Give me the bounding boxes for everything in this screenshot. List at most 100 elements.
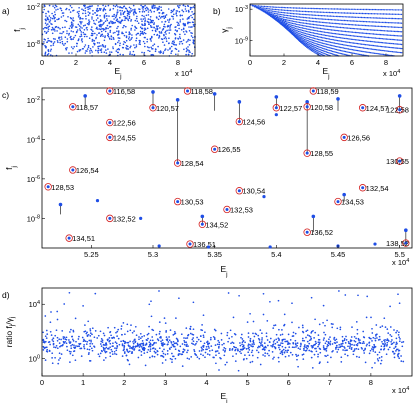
data-point: [359, 43, 361, 45]
data-point: [376, 358, 379, 360]
data-point: [135, 334, 138, 337]
data-point: [321, 8, 324, 10]
data-point: [71, 52, 73, 54]
data-point: [220, 357, 222, 360]
data-point: [381, 340, 383, 343]
data-point: [306, 37, 308, 40]
data-point: [378, 17, 380, 19]
state-label: 138,52: [386, 239, 409, 248]
data-point: [105, 26, 107, 29]
data-point: [323, 31, 326, 33]
data-point: [120, 12, 122, 14]
data-point: [262, 195, 266, 199]
data-point: [94, 32, 96, 35]
data-point: [307, 25, 309, 28]
data-point: [267, 344, 269, 347]
data-point: [308, 342, 311, 345]
data-point: [393, 356, 396, 359]
data-point: [354, 16, 357, 18]
data-point: [363, 51, 365, 53]
data-point: [331, 326, 334, 329]
data-point: [148, 325, 150, 328]
data-point: [293, 20, 295, 23]
data-point: [359, 16, 361, 19]
data-point: [122, 26, 124, 29]
data-point: [336, 33, 338, 35]
data-point: [182, 27, 185, 30]
data-point: [111, 350, 114, 353]
data-point: [97, 28, 99, 30]
data-point: [282, 14, 284, 16]
data-point: [291, 302, 293, 305]
data-point: [319, 53, 322, 55]
data-point: [302, 38, 305, 40]
data-point: [227, 340, 229, 343]
data-point: [294, 15, 296, 18]
data-point: [321, 24, 323, 27]
data-point: [314, 24, 316, 26]
data-point: [114, 5, 117, 8]
data-point: [303, 39, 305, 42]
data-point: [59, 357, 61, 359]
data-point: [97, 353, 100, 356]
data-point: [88, 348, 91, 351]
data-point: [374, 37, 377, 39]
data-point: [387, 17, 389, 20]
data-point: [179, 37, 182, 40]
data-point: [332, 19, 334, 21]
data-point: [335, 48, 338, 51]
data-point: [68, 52, 70, 54]
data-point: [303, 10, 305, 13]
data-point: [164, 30, 167, 33]
data-point: [272, 345, 274, 347]
data-point: [321, 28, 323, 30]
data-point: [156, 338, 159, 340]
data-point: [300, 36, 302, 39]
data-point: [286, 9, 289, 12]
data-point: [325, 28, 327, 30]
data-point: [369, 13, 371, 15]
data-point: [208, 347, 210, 349]
data-point: [171, 358, 173, 361]
data-point: [164, 49, 166, 52]
data-point: [380, 25, 383, 28]
data-point: [284, 20, 287, 22]
data-point: [160, 6, 162, 8]
data-point: [289, 22, 291, 24]
data-point: [83, 29, 86, 31]
data-point: [359, 8, 362, 11]
data-point: [270, 13, 272, 16]
data-point: [123, 40, 125, 43]
data-point: [297, 10, 299, 12]
data-point: [169, 47, 171, 49]
data-point: [172, 43, 175, 45]
data-point: [183, 48, 185, 51]
data-point: [156, 353, 159, 356]
data-point: [50, 334, 53, 336]
data-point: [345, 54, 348, 56]
data-point: [304, 27, 306, 30]
data-point: [44, 30, 46, 33]
data-point: [97, 47, 100, 50]
data-point: [75, 340, 77, 343]
data-point: [82, 17, 84, 20]
data-point: [296, 30, 298, 32]
data-point: [325, 46, 328, 48]
data-point: [70, 30, 73, 32]
x-tick-label: 8: [384, 58, 388, 67]
data-point: [69, 11, 72, 13]
x-tick-label: 6: [142, 58, 146, 67]
data-point: [323, 8, 325, 10]
data-point: [166, 29, 168, 32]
data-point: [270, 344, 272, 347]
data-point: [176, 343, 179, 346]
data-point: [352, 38, 354, 41]
data-point: [171, 344, 174, 346]
data-point: [110, 22, 112, 24]
data-point: [88, 5, 91, 8]
data-point: [158, 31, 161, 33]
data-point: [392, 22, 394, 24]
data-point: [292, 18, 295, 20]
data-point: [310, 20, 312, 22]
data-point: [334, 54, 336, 56]
